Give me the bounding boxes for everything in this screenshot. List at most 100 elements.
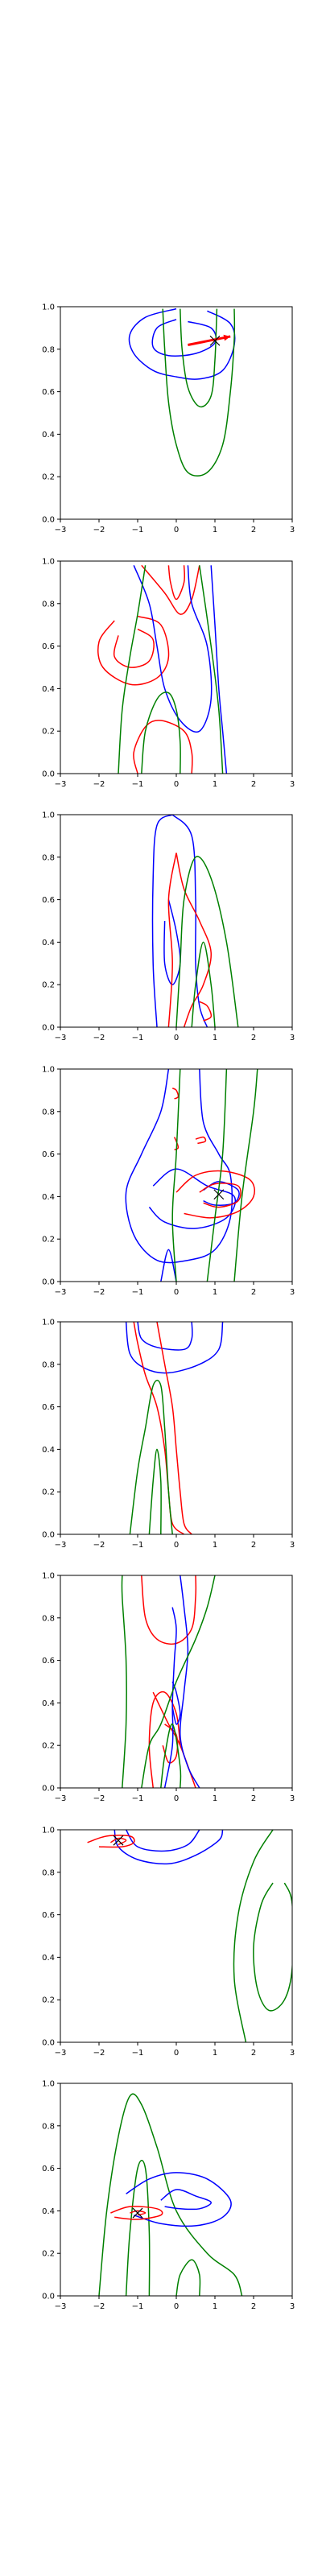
red-contour-line bbox=[156, 1322, 192, 1534]
green-contour-line bbox=[118, 565, 147, 774]
blue-contour-line bbox=[171, 815, 208, 1027]
x-tick-label: −2 bbox=[93, 1288, 105, 1297]
plot-area bbox=[121, 1575, 216, 1788]
x-tick-label: 1 bbox=[213, 1034, 217, 1042]
blue-contour-line bbox=[148, 1168, 237, 1229]
y-tick-label: 0.8 bbox=[42, 1868, 55, 1877]
red-contour-line bbox=[148, 1690, 181, 1788]
red-contour-line bbox=[110, 1837, 127, 1846]
axes-frame bbox=[60, 814, 293, 1028]
axes-frame bbox=[60, 1829, 293, 2043]
x-tick-label: 3 bbox=[290, 526, 295, 535]
red-contour-line bbox=[133, 720, 193, 774]
x-tick-label: 0 bbox=[174, 2049, 179, 2058]
y-tick-label: 0.4 bbox=[42, 685, 55, 694]
green-contour-line bbox=[160, 1724, 182, 1788]
x-tick-label: −3 bbox=[55, 2302, 67, 2311]
y-tick-label: 0.2 bbox=[42, 981, 55, 990]
blue-contour-line bbox=[125, 1830, 200, 1852]
x-tick-label: −3 bbox=[55, 1794, 67, 1803]
x-tick-label: −2 bbox=[93, 1794, 105, 1803]
x-tick-label: −2 bbox=[93, 1034, 105, 1042]
y-tick-label: 1.0 bbox=[42, 1066, 55, 1075]
x-tick-label: 3 bbox=[290, 1541, 295, 1550]
y-tick-label: 0.8 bbox=[42, 1360, 55, 1369]
y-tick-label: 1.0 bbox=[42, 303, 55, 312]
y-tick-label: 0.8 bbox=[42, 1108, 55, 1117]
green-contour-line bbox=[206, 1069, 228, 1282]
y-tick-label: 0.4 bbox=[42, 1699, 55, 1708]
x-tick-label: 1 bbox=[213, 1794, 217, 1803]
red-contour-line bbox=[199, 1183, 242, 1208]
red-contour-line bbox=[110, 2206, 163, 2220]
subplot-1: −3 −2 −1 0 1 2 3 0.0 0.2 0.4 0.6 0.8 1.0 bbox=[42, 303, 295, 535]
green-contour-line bbox=[141, 1575, 216, 1788]
x-tick-label: 2 bbox=[251, 1034, 256, 1042]
arrow-head bbox=[223, 334, 231, 341]
plot-area bbox=[151, 815, 239, 1027]
x-marker bbox=[213, 1189, 225, 1200]
x-tick-label: 2 bbox=[251, 780, 256, 789]
x-tick-label: 2 bbox=[251, 2049, 256, 2058]
y-tick-label: 0.6 bbox=[42, 1911, 55, 1920]
x-tick-label: 1 bbox=[213, 2302, 217, 2311]
x-tick-label: 3 bbox=[290, 2302, 295, 2311]
x-tick-label: −1 bbox=[132, 1794, 144, 1803]
blue-contour-line bbox=[114, 1830, 224, 1865]
subplot-7: −3 −2 −1 0 1 2 3 0.0 0.2 0.4 0.6 0.8 1.0 bbox=[42, 1827, 295, 2058]
x-tick-label: 0 bbox=[174, 1034, 179, 1042]
red-contour-line bbox=[175, 852, 212, 1027]
y-tick-label: 0.6 bbox=[42, 388, 55, 397]
x-tick-label: 0 bbox=[174, 1288, 179, 1297]
red-contour-line bbox=[141, 564, 200, 615]
y-tick-label: 0.4 bbox=[42, 1193, 55, 1202]
x-tick-label: 1 bbox=[213, 526, 217, 535]
y-tick-label: 0.0 bbox=[42, 2039, 55, 2048]
green-contour-line bbox=[98, 2093, 243, 2296]
x-tick-label: −3 bbox=[55, 1288, 67, 1297]
y-tick-label: 0.8 bbox=[42, 600, 55, 609]
y-tick-label: 0.6 bbox=[42, 1150, 55, 1159]
x-tick-label: −1 bbox=[132, 526, 144, 535]
y-tick-label: 0.2 bbox=[42, 473, 55, 482]
axes-frame bbox=[60, 306, 293, 520]
green-contour-line bbox=[191, 941, 216, 1027]
y-tick-label: 0.2 bbox=[42, 1742, 55, 1751]
x-tick-label: −3 bbox=[55, 526, 67, 535]
subplot-4: −3 −2 −1 0 1 2 3 0.0 0.2 0.4 0.6 0.8 1.0 bbox=[42, 1066, 295, 1298]
x-tick-label: −2 bbox=[93, 780, 105, 789]
blue-contour-line bbox=[160, 1249, 177, 1282]
plot-area bbox=[125, 1069, 258, 1282]
y-tick-label: 0.6 bbox=[42, 896, 55, 905]
x-tick-label: −1 bbox=[132, 2049, 144, 2058]
x-tick-label: 0 bbox=[174, 1794, 179, 1803]
y-tick-label: 0.6 bbox=[42, 2165, 55, 2174]
plot-area bbox=[97, 564, 228, 774]
x-marker bbox=[113, 1835, 124, 1846]
x-tick-label: −1 bbox=[132, 1288, 144, 1297]
y-tick-label: 0.2 bbox=[42, 2250, 55, 2259]
plot-area bbox=[98, 2093, 243, 2296]
y-tick-label: 1.0 bbox=[42, 811, 55, 820]
red-contour-line bbox=[133, 1322, 185, 1534]
x-tick-label: 3 bbox=[290, 1794, 295, 1803]
green-contour-line bbox=[199, 565, 224, 774]
y-tick-label: 0.8 bbox=[42, 2122, 55, 2131]
x-tick-label: 2 bbox=[251, 2302, 256, 2311]
x-tick-label: −3 bbox=[55, 1034, 67, 1042]
subplot-3: −3 −2 −1 0 1 2 3 0.0 0.2 0.4 0.6 0.8 1.0 bbox=[42, 811, 295, 1043]
green-contour-line bbox=[233, 1830, 274, 2042]
red-contour-line bbox=[113, 628, 155, 668]
y-tick-label: 0.4 bbox=[42, 1954, 55, 1963]
y-tick-label: 0.6 bbox=[42, 642, 55, 651]
blue-contour-line bbox=[126, 2172, 232, 2227]
direction-arrow bbox=[188, 335, 231, 346]
y-tick-label: 0.8 bbox=[42, 1614, 55, 1623]
plot-area bbox=[125, 1322, 224, 1534]
x-tick-label: 0 bbox=[174, 526, 179, 535]
x-tick-label: −3 bbox=[55, 2049, 67, 2058]
blue-contour-line bbox=[151, 815, 173, 1027]
y-tick-label: 0.2 bbox=[42, 728, 55, 737]
red-contour-line bbox=[130, 2210, 147, 2216]
x-tick-label: −1 bbox=[132, 2302, 144, 2311]
